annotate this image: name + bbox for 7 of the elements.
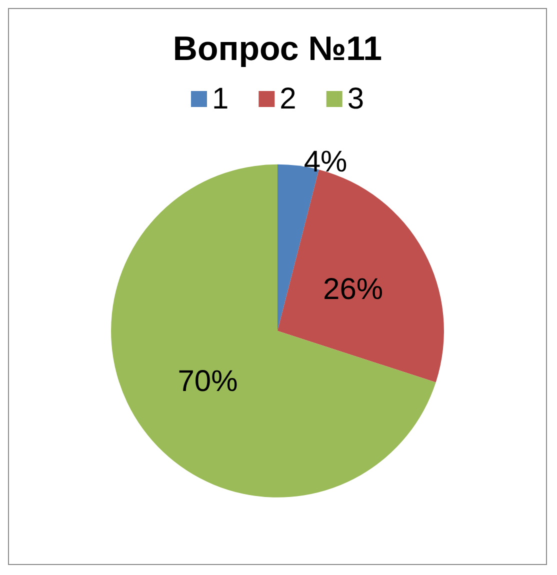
data-label: 70% — [178, 365, 238, 398]
chart-title: Вопрос №11 — [172, 30, 382, 68]
legend-label: 1 — [212, 82, 229, 116]
data-label: 26% — [323, 272, 384, 306]
data-label: 4% — [304, 145, 348, 178]
legend-label: 2 — [280, 82, 296, 116]
legend-label: 3 — [347, 82, 364, 116]
